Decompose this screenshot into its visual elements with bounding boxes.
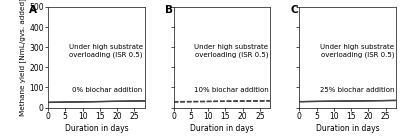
Text: Under high substrate
overloading (ISR 0.5): Under high substrate overloading (ISR 0.… (69, 44, 143, 58)
X-axis label: Duration in days: Duration in days (316, 124, 380, 133)
Text: 10% biochar addition: 10% biochar addition (194, 87, 268, 93)
Text: C: C (291, 5, 298, 15)
Text: A: A (29, 5, 37, 15)
X-axis label: Duration in days: Duration in days (64, 124, 128, 133)
Text: 0% biochar addition: 0% biochar addition (72, 87, 143, 93)
Text: 25% biochar addition: 25% biochar addition (320, 87, 394, 93)
Y-axis label: Methane yield [NmL/gvs. added]: Methane yield [NmL/gvs. added] (20, 0, 26, 116)
Text: Under high substrate
overloading (ISR 0.5): Under high substrate overloading (ISR 0.… (320, 44, 394, 58)
Text: B: B (165, 5, 173, 15)
Text: Under high substrate
overloading (ISR 0.5): Under high substrate overloading (ISR 0.… (194, 44, 268, 58)
X-axis label: Duration in days: Duration in days (190, 124, 254, 133)
